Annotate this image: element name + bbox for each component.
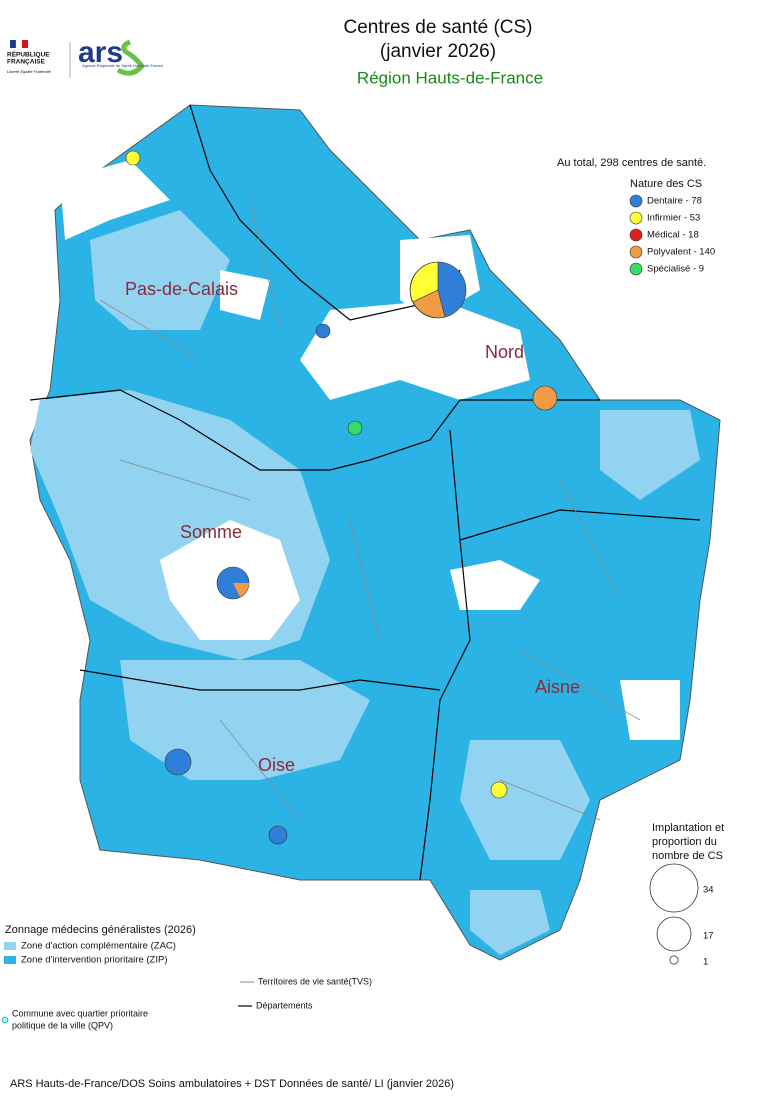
logo-text: RÉPUBLIQUE bbox=[7, 50, 50, 59]
zonage-swatch bbox=[4, 956, 16, 964]
centre-pie bbox=[268, 825, 288, 845]
zonage-label: Zone d'intervention prioritaire (ZIP) bbox=[21, 955, 168, 966]
legend-label: Polyvalent - 140 bbox=[647, 247, 715, 258]
department-label: Aisne bbox=[535, 677, 580, 697]
legend-total: Au total, 298 centres de santé. bbox=[557, 157, 706, 169]
centre-slice bbox=[412, 289, 446, 319]
source: ARS Hauts-de-France/DOS Soins ambulatoir… bbox=[10, 1078, 454, 1090]
zonage-label: Zone d'action complémentaire (ZAC) bbox=[21, 941, 176, 952]
centre-pie bbox=[532, 385, 558, 411]
legend-swatch bbox=[629, 228, 643, 242]
logo-swoosh bbox=[116, 39, 146, 76]
white-area bbox=[300, 300, 530, 400]
size-circle bbox=[669, 955, 679, 965]
size-legend-title: proportion du bbox=[652, 836, 717, 848]
flag bbox=[22, 40, 28, 48]
qpv-symbol bbox=[1, 1016, 9, 1024]
legend-label: Dentaire - 78 bbox=[647, 196, 702, 207]
size-circle bbox=[649, 863, 699, 913]
title: (janvier 2026) bbox=[380, 41, 496, 62]
title: Centres de santé (CS) bbox=[343, 17, 532, 38]
size-label: 1 bbox=[703, 957, 708, 968]
centres bbox=[125, 150, 558, 845]
map bbox=[29, 104, 721, 961]
legend-label: Médical - 18 bbox=[647, 230, 699, 241]
white-area bbox=[220, 270, 270, 320]
zonage-title: Zonnage médecins généralistes (2026) bbox=[5, 924, 196, 936]
centre-pie bbox=[315, 323, 331, 339]
qpv-label: politique de la ville (QPV) bbox=[12, 1020, 113, 1030]
legend-swatch bbox=[629, 245, 643, 259]
tvs-label: Territoires de vie santé(TVS) bbox=[258, 976, 372, 986]
department-label: Oise bbox=[258, 755, 295, 775]
white-area bbox=[60, 160, 170, 240]
department-border bbox=[79, 669, 441, 691]
region: Région Hauts-de-France bbox=[357, 68, 543, 87]
logo-ars: ars bbox=[78, 36, 123, 69]
department-border bbox=[29, 389, 600, 471]
legend: Dentaire - 78 Infirmier - 53 Médical - 18 P… bbox=[629, 194, 715, 276]
zac-area bbox=[460, 740, 590, 860]
legend-title: Nature des CS bbox=[630, 178, 702, 190]
size-legend: 34 17 1 bbox=[649, 863, 714, 968]
zac-area bbox=[90, 210, 230, 330]
white-area bbox=[620, 680, 680, 740]
department-legend-label: Départements bbox=[256, 1000, 313, 1010]
size-label: 34 bbox=[703, 885, 714, 896]
department-label: Pas-de-Calais bbox=[125, 279, 238, 299]
legend-swatch bbox=[629, 211, 643, 225]
centre-slice bbox=[410, 261, 439, 303]
size-label: 17 bbox=[703, 931, 714, 942]
zonage-swatch bbox=[4, 942, 16, 950]
flag bbox=[10, 40, 16, 48]
department-label: Nord bbox=[485, 342, 524, 362]
centre-slice bbox=[233, 583, 249, 597]
tvs-line bbox=[99, 199, 641, 821]
size-circle bbox=[656, 916, 692, 952]
legend-swatch bbox=[629, 262, 643, 276]
legend-label: Infirmier - 53 bbox=[647, 213, 700, 224]
centre-pie bbox=[125, 150, 141, 166]
zac-area bbox=[600, 410, 700, 500]
logo-text: Liberté Égalité Fraternité bbox=[7, 69, 52, 74]
legend-label: Spécialisé - 9 bbox=[647, 264, 704, 275]
qpv-label: Commune avec quartier prioritaire bbox=[12, 1008, 148, 1018]
department-border bbox=[419, 429, 471, 881]
centre-pie bbox=[490, 781, 508, 799]
centre-pie bbox=[164, 748, 192, 776]
zonage-legend: Zone d'action complémentaire (ZAC) Zone d… bbox=[4, 941, 176, 966]
zac-area bbox=[470, 890, 550, 955]
department-label: Somme bbox=[180, 522, 242, 542]
centre-pie bbox=[347, 420, 363, 436]
white-area bbox=[450, 560, 540, 610]
legend-swatch bbox=[629, 194, 643, 208]
size-legend-title: Implantation et bbox=[652, 822, 724, 834]
flag bbox=[15, 39, 23, 49]
logo-text: FRANÇAISE bbox=[7, 59, 46, 66]
department-border bbox=[459, 509, 701, 541]
logo-text: Agence Régionale de Santé Hauts-de-Franc… bbox=[82, 63, 164, 68]
size-legend-title: nombre de CS bbox=[652, 850, 723, 862]
